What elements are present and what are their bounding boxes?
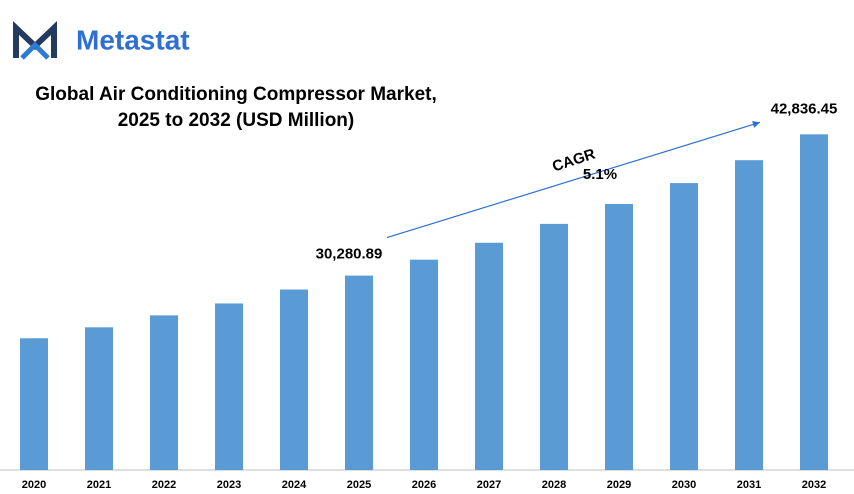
chart-title: Global Air Conditioning Compressor Marke… [35,84,437,131]
x-tick-label: 2021 [87,479,111,491]
value-label: 42,836.45 [771,100,838,117]
x-tick-label: 2030 [672,479,696,491]
x-tick-label: 2022 [152,479,176,491]
cagr-arrow [386,121,761,239]
bar [345,275,373,470]
brand-name: Metastat [76,24,190,55]
x-tick-label: 2026 [412,479,436,491]
bar [20,338,48,470]
x-tick-label: 2025 [347,479,371,491]
bar [800,134,828,470]
bar [735,160,763,470]
bar [670,183,698,470]
bar [540,223,568,470]
x-tick-label: 2029 [607,479,631,491]
x-tick-label: 2020 [22,479,46,491]
bar [215,303,243,470]
x-tick-label: 2032 [802,479,826,491]
value-label: 30,280.89 [316,246,383,263]
x-tick-label: 2024 [282,479,307,491]
annotation: 5.1% [583,166,617,183]
bar [280,289,308,470]
bar [475,242,503,470]
bar [605,203,633,470]
bar [150,315,178,470]
bar [85,327,113,470]
x-tick-label: 2031 [737,479,761,491]
x-tick-label: 2028 [542,479,566,491]
x-tick-label: 2023 [217,479,241,491]
bar [410,259,438,470]
x-tick-label: 2027 [477,479,501,491]
logo-icon [13,21,57,60]
